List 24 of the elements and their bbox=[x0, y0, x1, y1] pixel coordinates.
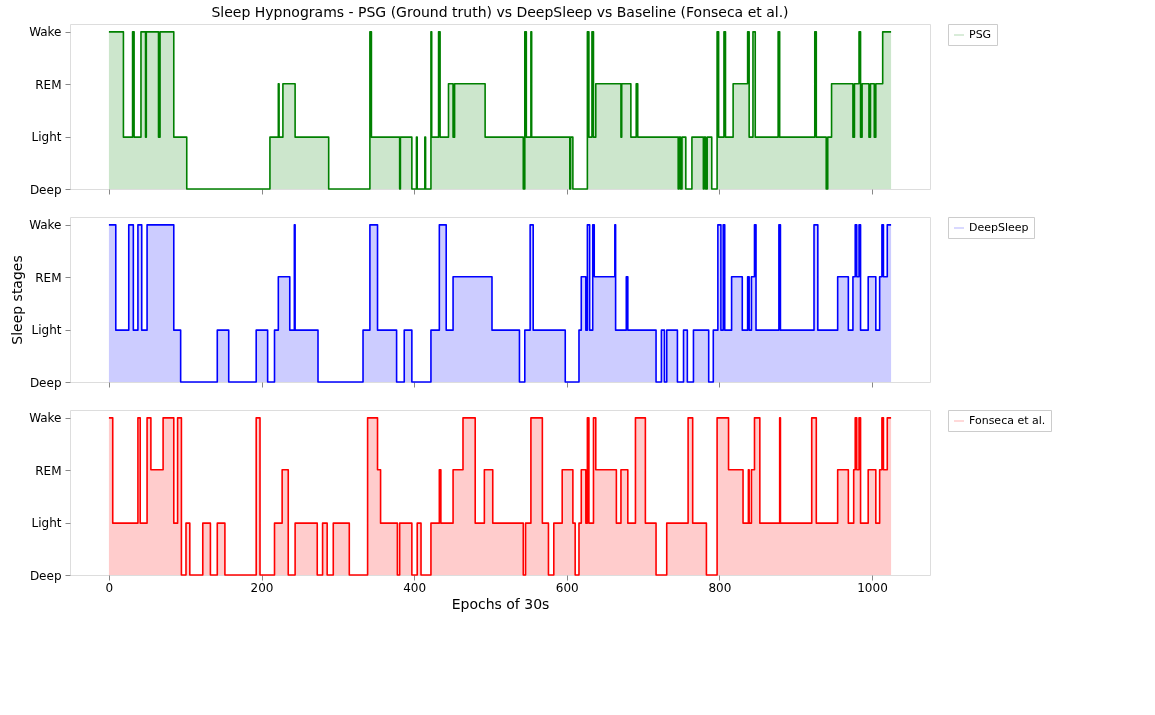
category-label: REM bbox=[35, 270, 62, 285]
category-label: REM bbox=[35, 463, 62, 478]
category-label: Light bbox=[31, 130, 62, 145]
category-label: Light bbox=[31, 323, 62, 338]
x-tick-label: 0 bbox=[105, 580, 114, 595]
category-label: Deep bbox=[29, 568, 62, 583]
category-label: REM bbox=[35, 77, 62, 92]
category-label: Wake bbox=[29, 218, 62, 233]
x-axis-title: Epochs of 30s bbox=[451, 595, 550, 612]
category-label: Light bbox=[31, 516, 62, 531]
x-tick-label: 600 bbox=[555, 580, 579, 595]
x-tick-label: 200 bbox=[250, 580, 274, 595]
category-label: Wake bbox=[29, 25, 62, 40]
y-axis-title: Sleep stages bbox=[9, 255, 26, 345]
chart-title: Sleep Hypnograms - PSG (Ground truth) vs DeepSleep vs Baseline (Fonseca et al.) bbox=[211, 3, 789, 20]
legend-label: PSG bbox=[969, 28, 992, 41]
x-tick-label: 800 bbox=[708, 580, 732, 595]
x-tick-label: 400 bbox=[403, 580, 427, 595]
category-label: Wake bbox=[29, 411, 62, 426]
legend-label: Fonseca et al. bbox=[969, 414, 1046, 427]
category-label: Deep bbox=[29, 375, 62, 390]
legend-label: DeepSleep bbox=[969, 221, 1029, 234]
category-label: Deep bbox=[29, 182, 62, 197]
x-tick-label: 1000 bbox=[857, 580, 888, 595]
